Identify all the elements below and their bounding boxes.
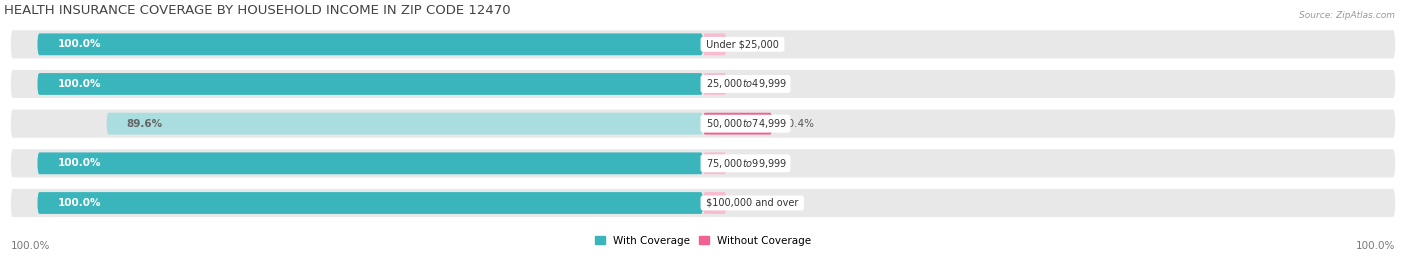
FancyBboxPatch shape (11, 189, 1395, 217)
Text: 0.0%: 0.0% (737, 198, 762, 208)
Text: 100.0%: 100.0% (1355, 241, 1395, 251)
Text: 100.0%: 100.0% (58, 158, 101, 168)
FancyBboxPatch shape (11, 109, 1395, 138)
Text: HEALTH INSURANCE COVERAGE BY HOUSEHOLD INCOME IN ZIP CODE 12470: HEALTH INSURANCE COVERAGE BY HOUSEHOLD I… (4, 4, 510, 17)
Text: 0.0%: 0.0% (737, 39, 762, 49)
FancyBboxPatch shape (11, 149, 1395, 178)
FancyBboxPatch shape (107, 113, 703, 134)
FancyBboxPatch shape (11, 30, 1395, 58)
FancyBboxPatch shape (38, 73, 703, 95)
FancyBboxPatch shape (703, 153, 727, 174)
FancyBboxPatch shape (11, 70, 1395, 98)
Text: $100,000 and over: $100,000 and over (703, 198, 801, 208)
Text: 0.0%: 0.0% (737, 79, 762, 89)
FancyBboxPatch shape (703, 73, 727, 95)
Text: 10.4%: 10.4% (782, 119, 815, 129)
Text: 100.0%: 100.0% (58, 198, 101, 208)
FancyBboxPatch shape (703, 192, 727, 214)
Text: 100.0%: 100.0% (11, 241, 51, 251)
Text: $25,000 to $49,999: $25,000 to $49,999 (703, 77, 787, 90)
Text: Under $25,000: Under $25,000 (703, 39, 782, 49)
Text: 0.0%: 0.0% (737, 158, 762, 168)
Legend: With Coverage, Without Coverage: With Coverage, Without Coverage (591, 232, 815, 250)
Text: Source: ZipAtlas.com: Source: ZipAtlas.com (1299, 11, 1395, 20)
Text: 100.0%: 100.0% (58, 39, 101, 49)
FancyBboxPatch shape (38, 192, 703, 214)
Text: $50,000 to $74,999: $50,000 to $74,999 (703, 117, 787, 130)
FancyBboxPatch shape (38, 153, 703, 174)
Text: 100.0%: 100.0% (58, 79, 101, 89)
Text: 89.6%: 89.6% (127, 119, 163, 129)
FancyBboxPatch shape (703, 113, 772, 134)
FancyBboxPatch shape (703, 33, 727, 55)
Text: $75,000 to $99,999: $75,000 to $99,999 (703, 157, 787, 170)
FancyBboxPatch shape (38, 33, 703, 55)
